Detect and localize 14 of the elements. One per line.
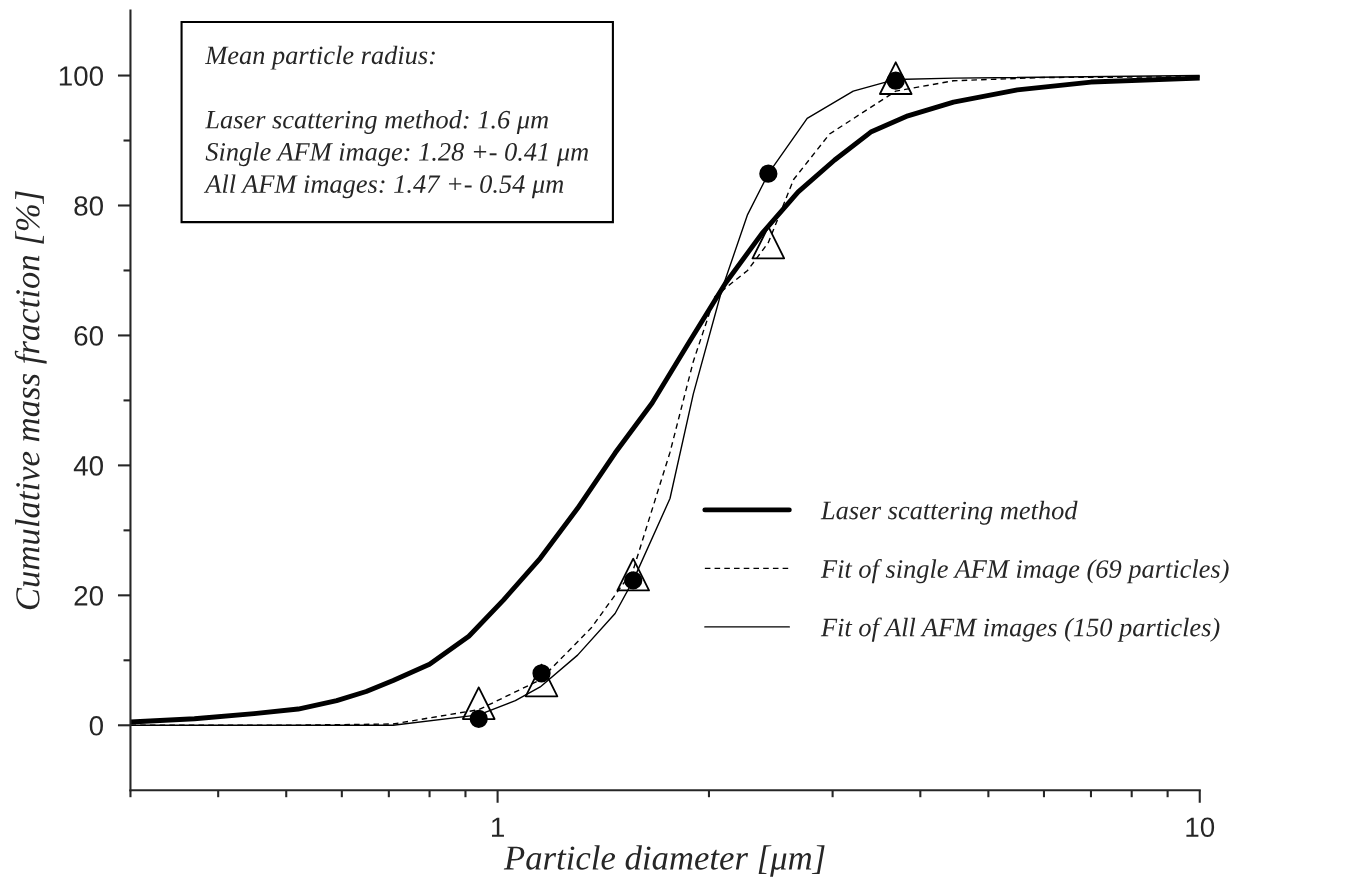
y-tick-label: 0 xyxy=(89,715,103,736)
text: Mean particle radius: Laser scattering method: 1.6 μm Single AFM image: 1.28 +- 0.41 μm All AFM images: 1.47 +- 0.54 μm xyxy=(203,45,589,199)
y-tick-label: 40 xyxy=(73,456,103,476)
x-tick-label: 10 xyxy=(1186,817,1215,838)
y-tick-label: 80 xyxy=(74,196,103,216)
legend-label: Fit of All AFM images (150 particles) xyxy=(820,617,1220,642)
y-axis-title: Cumulative mass fraction [%] xyxy=(14,191,47,610)
y-tick-label: 60 xyxy=(74,326,103,346)
y-tick-label: 20 xyxy=(74,586,103,606)
y-tick-label: 100 xyxy=(59,66,103,86)
x-axis-title: Particle diameter [μm] xyxy=(503,845,825,877)
x-tick-label: 1 xyxy=(491,817,504,837)
legend-label: Laser scattering method xyxy=(820,500,1078,525)
legend-label: Fit of single AFM image (69 particles) xyxy=(820,559,1229,584)
